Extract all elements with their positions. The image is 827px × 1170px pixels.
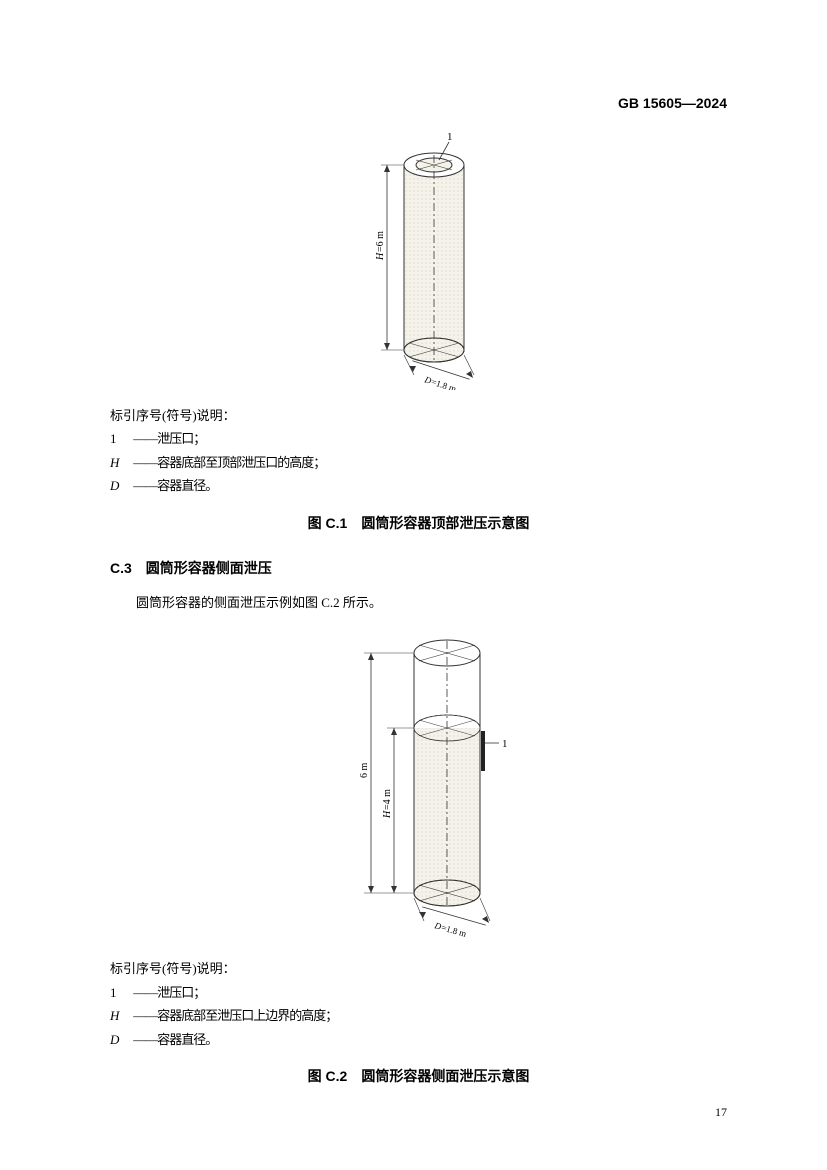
figure-c1-legend: 标引序号(符号)说明： 1 ——泄压口； H ——容器底部至顶部泄压口的高度； …: [110, 404, 727, 498]
figure-c1-diagram: 1 H =6 m D =1.8 m: [309, 130, 529, 390]
figure-c1-container: 1 H =6 m D =1.8 m: [110, 130, 727, 394]
svg-text:=1.8 m: =1.8 m: [430, 377, 457, 390]
legend-item: H ——容器底部至泄压口上边界的高度；: [110, 1004, 727, 1027]
legend-desc: ——泄压口；: [133, 431, 205, 446]
legend-term: 1: [110, 981, 130, 1004]
legend-item: 1 ——泄压口；: [110, 981, 727, 1004]
svg-text:H: H: [382, 810, 393, 819]
standard-code: GB 15605—2024: [618, 95, 727, 111]
legend-term: 1: [110, 427, 130, 450]
svg-text:1: 1: [502, 738, 508, 750]
svg-text:6 m: 6 m: [359, 763, 370, 779]
legend-term: H: [110, 1004, 130, 1027]
svg-text:1: 1: [447, 131, 453, 143]
legend-item: H ——容器底部至顶部泄压口的高度；: [110, 451, 727, 474]
figure-c2-container: 1 6 m H =4 m D =1.8 m: [110, 623, 727, 947]
figure-c2-legend: 标引序号(符号)说明： 1 ——泄压口； H ——容器底部至泄压口上边界的高度；…: [110, 957, 727, 1051]
legend-term: H: [110, 451, 130, 474]
legend-desc: ——容器底部至泄压口上边界的高度；: [133, 1008, 337, 1023]
svg-text:=1.8 m: =1.8 m: [440, 923, 467, 940]
legend-desc: ——容器直径。: [133, 1032, 217, 1047]
figure-c1-caption: 图 C.1 圆筒形容器顶部泄压示意图: [110, 513, 727, 533]
side-vent: [481, 731, 485, 771]
svg-text:=6 m: =6 m: [375, 231, 386, 252]
legend-desc: ——容器直径。: [133, 478, 217, 493]
legend-term: D: [110, 474, 130, 497]
legend-desc: ——容器底部至顶部泄压口的高度；: [133, 455, 325, 470]
figure-c2-diagram: 1 6 m H =4 m D =1.8 m: [289, 623, 549, 943]
legend-item: 1 ——泄压口；: [110, 427, 727, 450]
svg-text:H: H: [375, 252, 386, 261]
figure-c2-caption: 图 C.2 圆筒形容器侧面泄压示意图: [110, 1066, 727, 1086]
legend-desc: ——泄压口；: [133, 985, 205, 1000]
legend-title: 标引序号(符号)说明：: [110, 957, 727, 980]
section-c3-heading: C.3 圆筒形容器侧面泄压: [110, 558, 727, 578]
legend-item: D ——容器直径。: [110, 474, 727, 497]
legend-item: D ——容器直径。: [110, 1028, 727, 1051]
page-number: 17: [715, 1105, 727, 1120]
section-c3-text: 圆筒形容器的侧面泄压示例如图 C.2 所示。: [110, 593, 727, 614]
svg-text:=4 m: =4 m: [382, 789, 393, 810]
legend-term: D: [110, 1028, 130, 1051]
legend-title: 标引序号(符号)说明：: [110, 404, 727, 427]
